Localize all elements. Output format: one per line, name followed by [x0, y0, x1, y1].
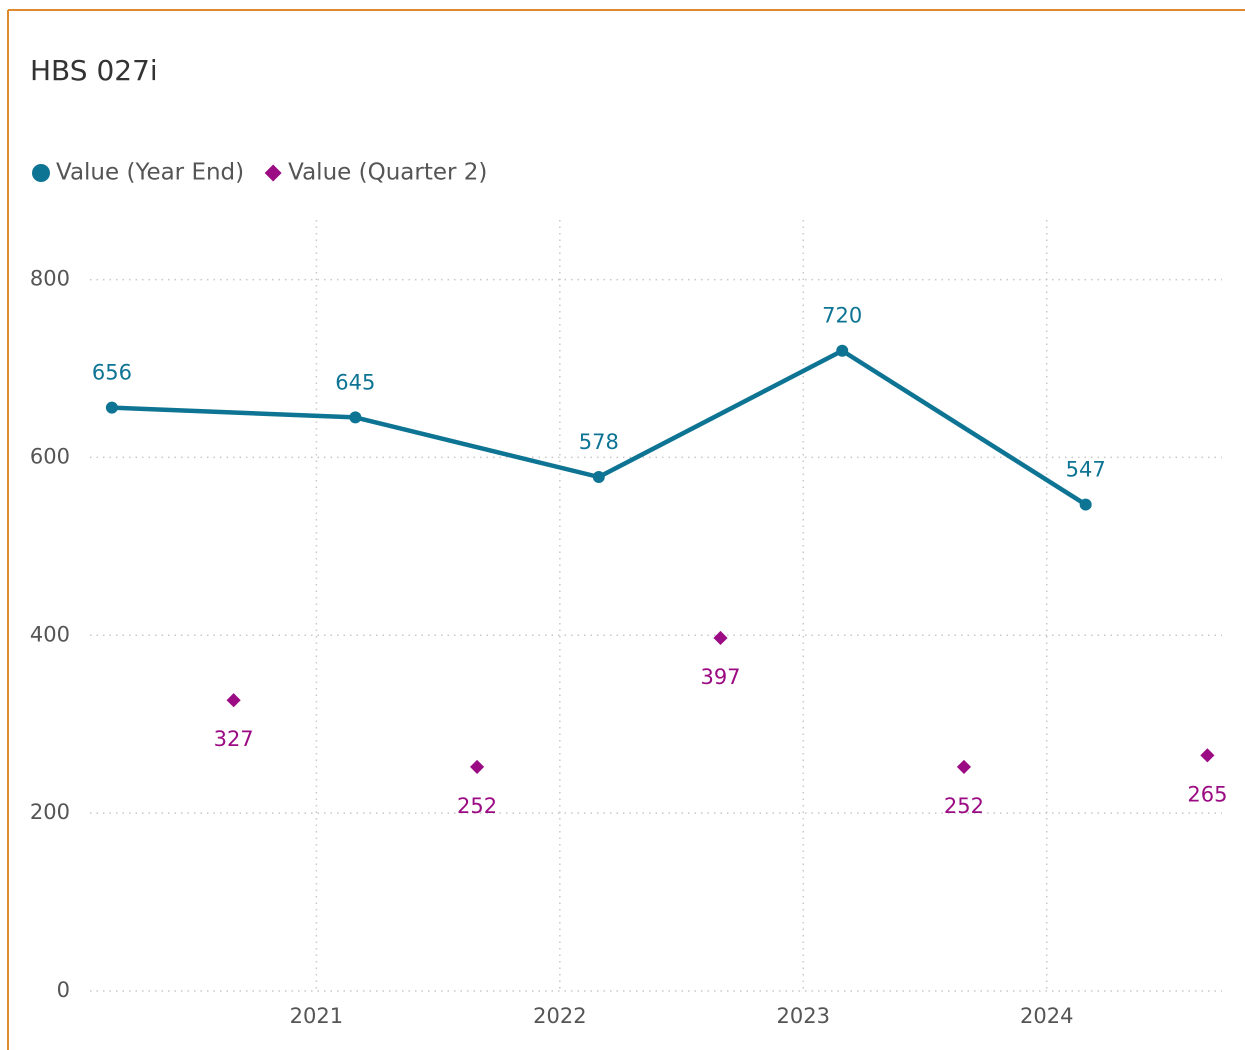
y-tick-label: 200	[30, 800, 70, 824]
x-tick-label: 2021	[290, 1004, 343, 1028]
y-tick-label: 800	[30, 267, 70, 291]
data-label: 252	[944, 794, 984, 818]
data-label: 397	[700, 665, 740, 689]
y-tick-label: 0	[57, 978, 70, 1002]
point	[836, 344, 849, 357]
point	[713, 630, 728, 646]
point	[226, 693, 241, 708]
legend-marker	[32, 164, 50, 182]
legend-label: Value (Year End)	[56, 160, 244, 186]
point	[956, 759, 972, 774]
point	[592, 471, 605, 483]
data-label: 656	[92, 361, 132, 385]
data-label: 252	[457, 794, 497, 818]
y-tick-label: 400	[30, 622, 70, 646]
y-tick-label: 600	[30, 444, 70, 468]
data-label: 720	[822, 304, 862, 328]
data-label: 578	[579, 430, 619, 454]
x-tick-label: 2023	[777, 1004, 830, 1028]
x-tick-label: 2024	[1020, 1004, 1073, 1028]
point	[469, 759, 485, 774]
legend-marker	[264, 164, 282, 182]
x-tick-label: 2022	[533, 1004, 586, 1028]
point	[105, 401, 118, 414]
data-label: 645	[335, 370, 375, 394]
point	[349, 411, 362, 424]
chart-title: HBS 027i	[30, 54, 158, 87]
point	[1200, 748, 1215, 763]
data-label: 265	[1187, 782, 1227, 806]
point	[1079, 498, 1092, 511]
legend-label: Value (Quarter 2)	[288, 160, 487, 186]
data-label: 547	[1066, 458, 1106, 482]
data-label: 327	[214, 727, 254, 751]
